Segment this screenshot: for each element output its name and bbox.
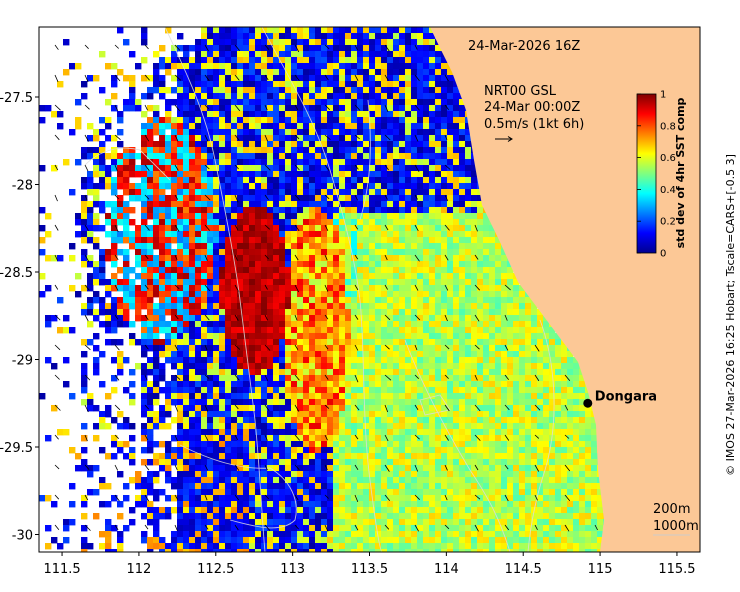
lon-tick-label: 114.5 [505, 562, 542, 577]
colorbar-tick-label: 0.8 [660, 121, 676, 132]
sst-variability-field [39, 27, 610, 552]
lat-tick-label: -28.5 [0, 266, 33, 281]
lat-tick-label: -27.5 [0, 91, 33, 106]
lat-tick-label: -28 [12, 179, 33, 194]
colorbar-tick-label: 0.4 [660, 185, 676, 196]
wind-scale-arrow [495, 136, 513, 142]
wind-time-label: 24-Mar 00:00Z [484, 100, 580, 115]
credit-text: © IMOS 27-Mar-2026 16:25 Hobart; Tscale=… [724, 154, 737, 476]
longitude-axis: 111.5 112 112.5 113 113.5 114 114.5 115 115.5 [43, 552, 696, 577]
land-mass [430, 27, 700, 552]
dongara-marker [583, 398, 593, 408]
latitude-axis: -27.5 -28 -28.5 -29 -29.5 -30 [0, 91, 39, 544]
isobath-label-200m: 200m [653, 502, 690, 517]
lon-tick-label: 111.5 [43, 562, 80, 577]
date-stamp: 24-Mar-2026 16Z [468, 39, 580, 54]
lat-tick-label: -30 [12, 529, 33, 544]
wind-scale-label: 0.5m/s (1kt 6h) [484, 117, 584, 132]
lon-tick-label: 113 [280, 562, 305, 577]
map-panel [39, 27, 700, 552]
colorbar-tick-label: 0.2 [660, 217, 676, 228]
lat-tick-label: -29 [12, 354, 33, 369]
colorbar [636, 93, 657, 254]
lon-tick-label: 112.5 [197, 562, 234, 577]
colorbar-tick-label: 1 [660, 90, 666, 101]
lon-tick-label: 115 [588, 562, 613, 577]
colorbar-tick-label: 0.6 [660, 153, 676, 164]
lon-tick-label: 113.5 [351, 562, 388, 577]
dongara-label: Dongara [595, 389, 657, 404]
colorbar-label: std dev of 4hr SST comp [674, 97, 687, 248]
isobath-label-1000m: 1000m [653, 519, 699, 534]
wind-vectors [54, 44, 598, 532]
lon-tick-label: 114 [434, 562, 459, 577]
lon-tick-label: 115.5 [658, 562, 695, 577]
colorbar-tick-label: 0 [660, 249, 666, 260]
wind-source-label: NRT00 GSL [484, 84, 557, 99]
colorbar-ticks: 0 0.2 0.4 0.6 0.8 1 [637, 90, 676, 260]
lon-tick-label: 112 [127, 562, 152, 577]
isobath-contours [84, 27, 555, 552]
lat-tick-label: -29.5 [0, 441, 33, 456]
